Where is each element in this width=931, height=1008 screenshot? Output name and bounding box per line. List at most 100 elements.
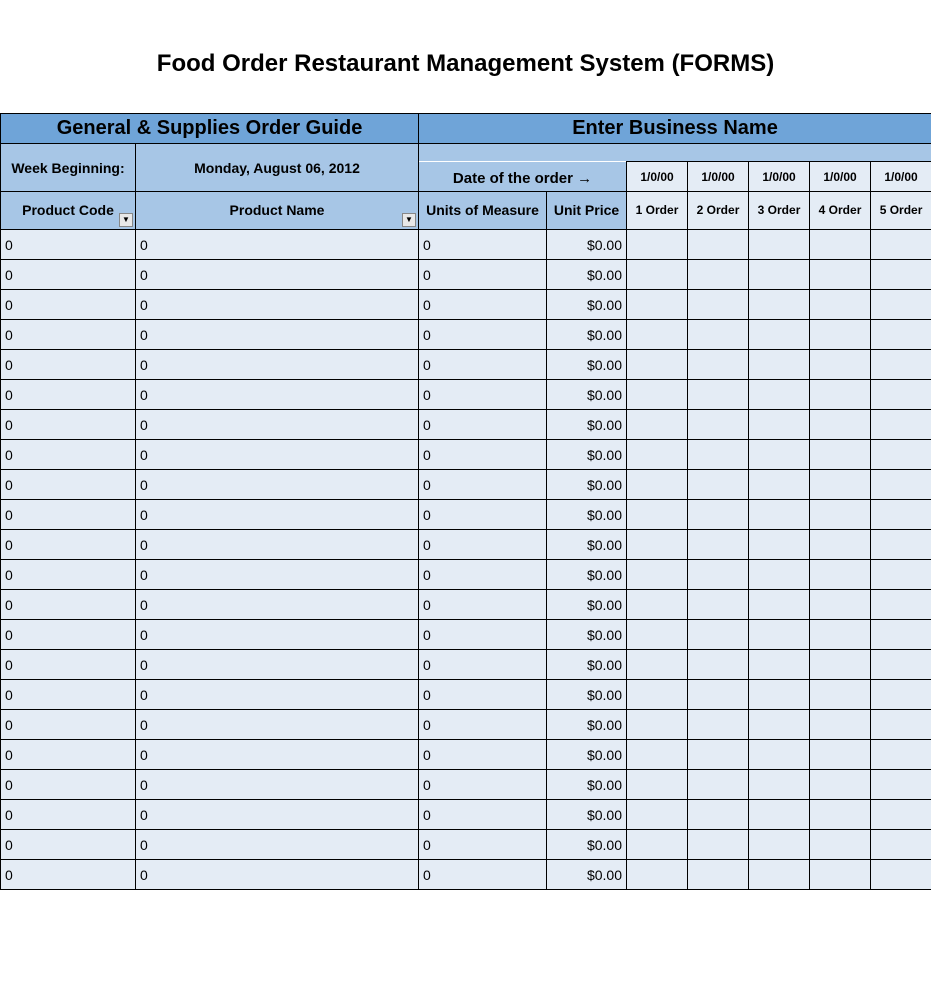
cell-product-code[interactable]: 0 xyxy=(1,260,136,290)
cell-order[interactable] xyxy=(627,680,688,710)
cell-order[interactable] xyxy=(871,350,931,380)
cell-order[interactable] xyxy=(810,650,871,680)
cell-product-name[interactable]: 0 xyxy=(136,770,419,800)
cell-product-code[interactable]: 0 xyxy=(1,350,136,380)
cell-order[interactable] xyxy=(871,830,931,860)
cell-units[interactable]: 0 xyxy=(419,740,547,770)
cell-order[interactable] xyxy=(749,770,810,800)
cell-price[interactable]: $0.00 xyxy=(547,290,627,320)
cell-product-name[interactable]: 0 xyxy=(136,710,419,740)
cell-product-name[interactable]: 0 xyxy=(136,500,419,530)
cell-order[interactable] xyxy=(749,800,810,830)
cell-order[interactable] xyxy=(871,590,931,620)
cell-order[interactable] xyxy=(871,500,931,530)
cell-order[interactable] xyxy=(871,440,931,470)
cell-price[interactable]: $0.00 xyxy=(547,860,627,890)
cell-product-code[interactable]: 0 xyxy=(1,320,136,350)
cell-order[interactable] xyxy=(688,710,749,740)
col-product-code[interactable]: Product Code ▼ xyxy=(1,192,136,230)
cell-order[interactable] xyxy=(871,260,931,290)
header-right[interactable]: Enter Business Name xyxy=(419,114,931,144)
cell-price[interactable]: $0.00 xyxy=(547,590,627,620)
cell-order[interactable] xyxy=(688,500,749,530)
cell-product-name[interactable]: 0 xyxy=(136,800,419,830)
cell-order[interactable] xyxy=(810,830,871,860)
cell-order[interactable] xyxy=(810,320,871,350)
cell-product-code[interactable]: 0 xyxy=(1,590,136,620)
cell-order[interactable] xyxy=(627,590,688,620)
cell-order[interactable] xyxy=(810,380,871,410)
cell-order[interactable] xyxy=(688,530,749,560)
cell-product-name[interactable]: 0 xyxy=(136,830,419,860)
cell-order[interactable] xyxy=(688,320,749,350)
cell-units[interactable]: 0 xyxy=(419,320,547,350)
cell-order[interactable] xyxy=(871,470,931,500)
cell-price[interactable]: $0.00 xyxy=(547,530,627,560)
cell-product-name[interactable]: 0 xyxy=(136,650,419,680)
cell-order[interactable] xyxy=(688,650,749,680)
cell-order[interactable] xyxy=(871,770,931,800)
cell-order[interactable] xyxy=(810,800,871,830)
cell-price[interactable]: $0.00 xyxy=(547,710,627,740)
cell-price[interactable]: $0.00 xyxy=(547,800,627,830)
week-beginning-value[interactable]: Monday, August 06, 2012 xyxy=(136,144,419,192)
cell-order[interactable] xyxy=(810,500,871,530)
cell-order[interactable] xyxy=(871,800,931,830)
cell-units[interactable]: 0 xyxy=(419,500,547,530)
cell-product-name[interactable]: 0 xyxy=(136,320,419,350)
filter-dropdown-icon[interactable]: ▼ xyxy=(402,213,416,227)
cell-order[interactable] xyxy=(749,350,810,380)
cell-order[interactable] xyxy=(871,380,931,410)
cell-order[interactable] xyxy=(749,710,810,740)
cell-product-code[interactable]: 0 xyxy=(1,470,136,500)
cell-product-code[interactable]: 0 xyxy=(1,530,136,560)
cell-order[interactable] xyxy=(871,710,931,740)
cell-order[interactable] xyxy=(688,830,749,860)
cell-order[interactable] xyxy=(688,680,749,710)
cell-units[interactable]: 0 xyxy=(419,230,547,260)
cell-order[interactable] xyxy=(627,260,688,290)
cell-units[interactable]: 0 xyxy=(419,860,547,890)
cell-product-code[interactable]: 0 xyxy=(1,380,136,410)
cell-order[interactable] xyxy=(627,350,688,380)
cell-units[interactable]: 0 xyxy=(419,680,547,710)
filter-dropdown-icon[interactable]: ▼ xyxy=(119,213,133,227)
cell-order[interactable] xyxy=(749,830,810,860)
cell-product-name[interactable]: 0 xyxy=(136,470,419,500)
cell-product-code[interactable]: 0 xyxy=(1,680,136,710)
cell-order[interactable] xyxy=(749,560,810,590)
cell-price[interactable]: $0.00 xyxy=(547,740,627,770)
cell-units[interactable]: 0 xyxy=(419,710,547,740)
cell-order[interactable] xyxy=(871,650,931,680)
cell-order[interactable] xyxy=(749,470,810,500)
cell-product-name[interactable]: 0 xyxy=(136,860,419,890)
cell-price[interactable]: $0.00 xyxy=(547,620,627,650)
cell-product-code[interactable]: 0 xyxy=(1,800,136,830)
cell-product-name[interactable]: 0 xyxy=(136,530,419,560)
cell-product-code[interactable]: 0 xyxy=(1,620,136,650)
cell-order[interactable] xyxy=(749,440,810,470)
col-product-name[interactable]: Product Name ▼ xyxy=(136,192,419,230)
cell-order[interactable] xyxy=(627,410,688,440)
cell-order[interactable] xyxy=(627,500,688,530)
cell-order[interactable] xyxy=(810,680,871,710)
cell-order[interactable] xyxy=(627,440,688,470)
cell-product-name[interactable]: 0 xyxy=(136,260,419,290)
cell-product-name[interactable]: 0 xyxy=(136,350,419,380)
cell-price[interactable]: $0.00 xyxy=(547,650,627,680)
cell-order[interactable] xyxy=(688,260,749,290)
cell-order[interactable] xyxy=(810,620,871,650)
cell-order[interactable] xyxy=(627,650,688,680)
cell-product-name[interactable]: 0 xyxy=(136,290,419,320)
date-5[interactable]: 1/0/00 xyxy=(871,162,931,192)
cell-order[interactable] xyxy=(810,710,871,740)
cell-order[interactable] xyxy=(871,530,931,560)
cell-product-name[interactable]: 0 xyxy=(136,560,419,590)
cell-order[interactable] xyxy=(688,770,749,800)
cell-product-code[interactable]: 0 xyxy=(1,710,136,740)
cell-order[interactable] xyxy=(749,620,810,650)
cell-product-code[interactable]: 0 xyxy=(1,560,136,590)
cell-order[interactable] xyxy=(749,500,810,530)
cell-order[interactable] xyxy=(749,590,810,620)
cell-product-name[interactable]: 0 xyxy=(136,680,419,710)
